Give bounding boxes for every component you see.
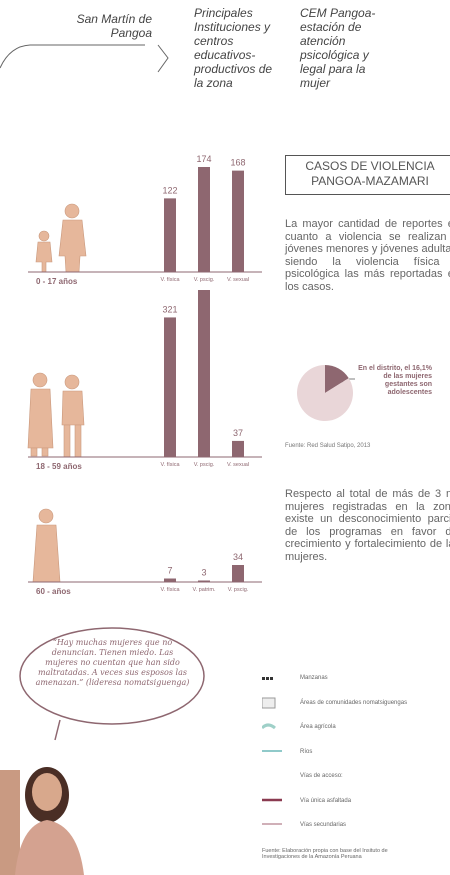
panel-text-2: Respecto al total de más de 3 mil mujere…	[285, 488, 450, 563]
panel-text: La mayor cantidad de reportes en cuanto …	[285, 218, 450, 293]
legend-item: Vías secundarias	[300, 822, 346, 828]
category-label: V. sexual	[227, 462, 249, 468]
category-label: V. física	[160, 462, 180, 468]
bar	[198, 581, 210, 583]
value-label: 122	[162, 185, 177, 195]
bar	[164, 198, 176, 272]
value-label: 174	[196, 154, 211, 164]
bar	[164, 317, 176, 457]
value-label: 3	[201, 568, 206, 578]
legend-source: Fuente: Elaboración propia con base del …	[262, 848, 392, 860]
chart-2: 60 - años 7 V. física 3 V. patrim. 34 V. pscig…	[0, 530, 280, 600]
legend-item: Manzanas	[300, 675, 328, 681]
institutions: Principales Instituciones y centros educ…	[194, 6, 284, 90]
value-label: 37	[233, 428, 243, 438]
value-label: 321	[162, 304, 177, 314]
pie-annotation: En el distrito, el 16,1% de las mujeres …	[354, 365, 432, 397]
legend-item: Ríos	[300, 749, 312, 755]
value-label: 7	[167, 566, 172, 576]
category-label: V. pscig.	[194, 462, 215, 468]
bar	[198, 167, 210, 272]
age-label: 0 - 17 años	[36, 277, 78, 286]
category-label: V. física	[160, 587, 180, 593]
category-label: V. pscig.	[194, 277, 215, 283]
panel-title: CASOS DE VIOLENCIA PANGOA-MAZAMARI	[290, 159, 450, 189]
legend-item: Áreas de comunidades nomatsiguengas	[300, 700, 407, 706]
legend-swatches	[262, 670, 302, 840]
cem: CEM Pangoa-estación de atención psicológ…	[300, 6, 395, 90]
category-label: V. patrim.	[192, 587, 216, 593]
page: San Martín de Pangoa Principales Institu…	[0, 0, 450, 875]
bar	[198, 290, 210, 457]
category-label: V. pscig.	[228, 587, 249, 593]
category-label: V. sexual	[227, 277, 249, 283]
panel-source: Fuente: Red Salud Satipo, 2013	[285, 443, 370, 449]
quote: “Hay muchas mujeres que no denuncian. Ti…	[35, 638, 190, 688]
legend-item: Vía única asfaltada	[300, 798, 351, 804]
chart-0: 0 - 17 años 122 V. física 174 V. pscig. 168 V.…	[0, 150, 280, 295]
value-label: 168	[230, 158, 245, 168]
bar	[164, 579, 176, 583]
age-label: 18 - 59 años	[36, 462, 82, 471]
bar	[232, 441, 244, 457]
legend-item: Vías de acceso:	[300, 773, 343, 779]
bar	[232, 171, 244, 272]
bar	[232, 565, 244, 582]
age-label: 60 - años	[36, 587, 71, 596]
legend-item: Área agrícola	[300, 724, 336, 730]
category-label: V. física	[160, 277, 180, 283]
value-label: 34	[233, 552, 243, 562]
